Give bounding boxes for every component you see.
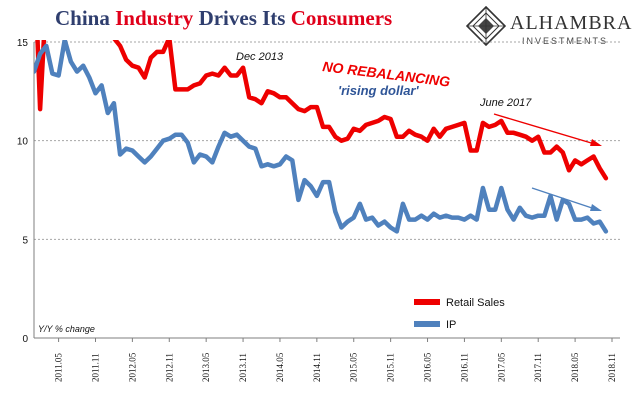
annotation-rising-dollar: 'rising dollar'	[338, 83, 419, 98]
chart-title: China Industry Drives Its Consumers	[55, 6, 392, 31]
y-tick-label: 15	[17, 38, 29, 49]
title-part: China	[55, 6, 116, 30]
y-tick-label: 10	[17, 137, 29, 148]
x-tick-label: 2015.11	[386, 353, 396, 382]
legend-item-ip: IP	[414, 319, 456, 331]
x-tick-label: 2011.05	[54, 353, 64, 382]
retail-trend-arrow	[493, 113, 602, 146]
x-tick-label: 2013.11	[238, 353, 248, 382]
x-tick-label: 2011.11	[90, 353, 100, 382]
y-tick-label: 0	[22, 334, 28, 345]
annotation-june-2017: June 2017	[479, 97, 532, 109]
x-tick-label: 2012.05	[127, 352, 137, 382]
title-part: Consumers	[290, 6, 393, 30]
legend: Retail Sales IP	[414, 297, 505, 331]
gridlines	[34, 41, 620, 240]
x-tick-label: 2015.05	[349, 352, 359, 382]
x-tick-label: 2012.11	[164, 353, 174, 382]
alhambra-diamond-icon	[466, 6, 506, 46]
x-tick-label: 2014.11	[312, 353, 322, 382]
logo-brand-text: ALHAMBRA	[510, 12, 633, 34]
title-part: Industry	[115, 6, 194, 30]
units-note: Y/Y % change	[38, 324, 95, 334]
series-line-ip	[34, 40, 609, 234]
logo-sub-text: INVESTMENTS	[522, 36, 609, 46]
x-tick-label: 2018.05	[570, 352, 580, 382]
x-tick-label: 2017.11	[533, 353, 543, 382]
series	[34, 40, 609, 234]
x-tick-label: 2013.05	[201, 352, 211, 382]
title-part: Drives Its	[193, 6, 291, 30]
x-tick-label: 2014.05	[275, 352, 285, 382]
legend-label-retail-sales: Retail Sales	[446, 297, 505, 309]
x-tick-label: 2017.05	[496, 352, 506, 382]
series-line-retail-sales	[35, 40, 609, 181]
annotation-dec-2013: Dec 2013	[236, 51, 284, 63]
legend-label-ip: IP	[446, 319, 456, 331]
axes: 0 5 10 15 2011.05 2011.11 2012.05 2012.11 2013.0…	[17, 38, 620, 382]
x-tick-label: 2016.11	[459, 353, 469, 382]
x-tick-label: 2016.05	[423, 352, 433, 382]
legend-item-retail-sales: Retail Sales	[414, 297, 505, 309]
y-tick-label: 5	[22, 235, 28, 246]
ip-trend-arrow	[531, 187, 602, 211]
x-tick-label: 2018.11	[607, 353, 617, 382]
alhambra-logo: ALHAMBRA INVESTMENTS	[466, 6, 636, 50]
